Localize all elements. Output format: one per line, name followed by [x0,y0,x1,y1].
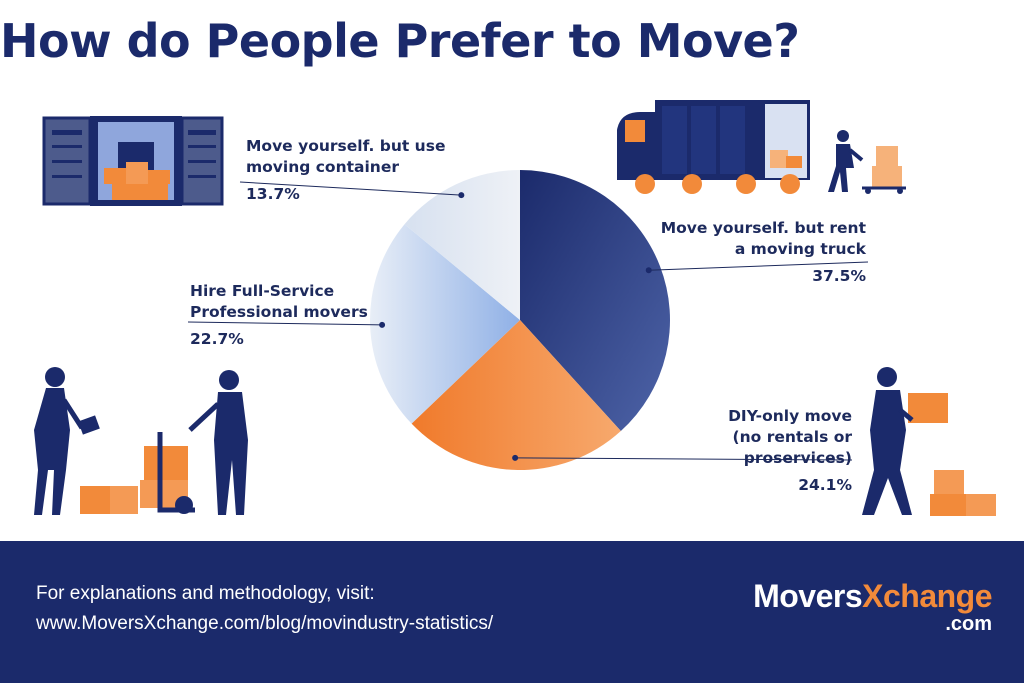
label-container: Move yourself. but use moving container … [246,136,445,205]
box-carrier-icon [862,367,996,516]
hand-truck-worker-icon [828,130,906,194]
label-truck: Move yourself. but rent a moving truck 3… [640,218,866,287]
pie-slice-truck [520,170,671,432]
page-title: How do People Prefer to Move? [0,14,800,68]
pie-slice-truck-leader [648,261,869,271]
footer-text: For explanations and methodology, visit:… [36,579,493,639]
label-full-service-line2: Professional movers [190,303,368,321]
label-truck-value: 37.5% [812,267,866,285]
pie-slice-full-service-dot [379,321,386,328]
label-full-service-line1: Hire Full-Service [190,282,335,300]
brand-part2: Xchange [862,578,992,614]
label-diy-line1: DIY-only move [728,407,852,425]
footer-url-link[interactable]: www.MoversXchange.com/blog/movindustry-s… [36,613,494,634]
label-diy-value: 24.1% [798,476,852,494]
pie-slice-container-dot [458,192,465,199]
pie-slice-diy-dot [512,454,519,461]
label-container-value: 13.7% [246,185,300,203]
brand-sub: .com [945,613,992,635]
footer-banner: For explanations and methodology, visit:… [0,541,1024,683]
label-full-service: Hire Full-Service Professional movers 22… [190,281,368,350]
brand-logo: MoversXchange .com [753,579,992,635]
label-full-service-value: 22.7% [190,330,244,348]
pie-chart [187,170,869,471]
label-diy-line2: (no rentals or proservices) [732,428,852,467]
pie-slice-full-service [370,224,520,424]
pie-slice-truck-dot [645,267,652,274]
pie-slice-container-leader [239,181,462,196]
label-truck-line2: a moving truck [734,240,866,258]
label-container-line2: moving container [246,158,399,176]
pie-slice-container [404,170,520,320]
dolly-movers-icon [34,367,248,515]
footer-line1: For explanations and methodology, visit: [36,583,375,604]
label-diy: DIY-only move (no rentals or proservices… [630,406,852,496]
moving-truck-icon [617,100,810,194]
label-truck-line1: Move yourself. but rent [660,219,866,237]
label-container-line1: Move yourself. but use [246,137,446,155]
shipping-container-icon [42,116,224,206]
pie-slice-diy [411,320,621,471]
brand-part1: Movers [753,578,863,614]
illustrations [34,100,996,516]
pie-slice-full-service-leader [187,321,383,326]
pie-slice-diy-leader [515,457,853,461]
